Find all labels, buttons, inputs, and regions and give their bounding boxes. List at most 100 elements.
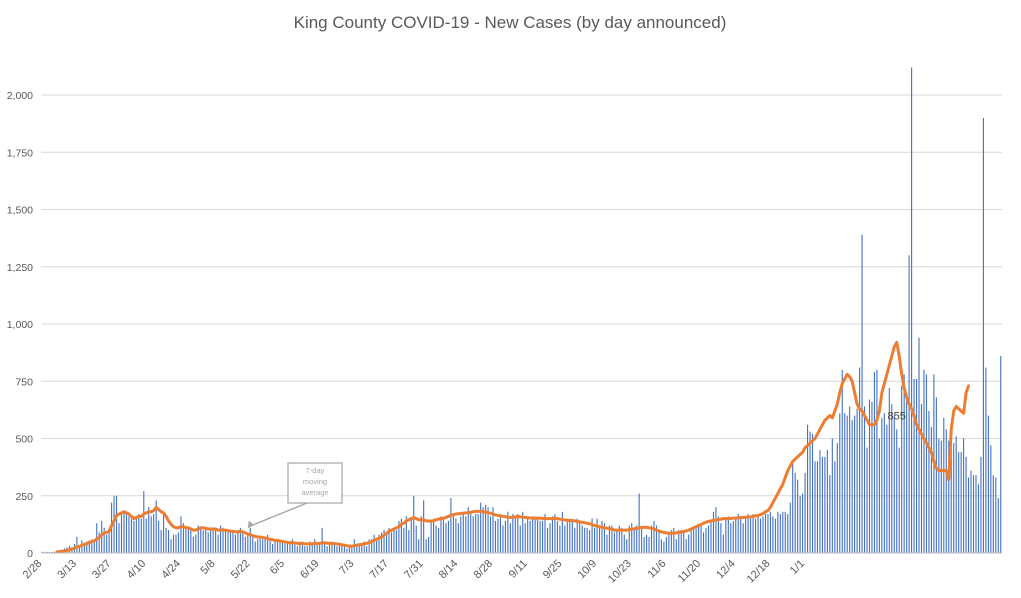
bar — [187, 527, 189, 553]
bar — [759, 518, 762, 553]
y-tick-label: 1,750 — [7, 147, 33, 159]
bar — [950, 433, 952, 553]
bar — [849, 406, 851, 553]
bar — [457, 523, 459, 553]
bar — [920, 404, 923, 553]
bar — [517, 514, 519, 553]
bar — [433, 518, 435, 553]
bar — [797, 479, 799, 553]
bar — [492, 507, 494, 553]
y-tick-label: 2,000 — [7, 90, 33, 102]
bar — [653, 520, 655, 553]
bar — [556, 520, 558, 553]
bar — [673, 527, 675, 553]
bar — [992, 475, 994, 553]
bar — [886, 424, 888, 553]
bar — [378, 534, 380, 553]
annotations: 7-day moving average 855 — [247, 410, 906, 529]
bar — [41, 551, 43, 554]
bar — [606, 534, 608, 553]
bar — [705, 527, 707, 553]
bar — [824, 456, 826, 553]
bar — [707, 525, 710, 553]
gridlines — [41, 94, 1002, 497]
bar — [215, 530, 217, 553]
bar — [133, 520, 135, 553]
bar — [207, 532, 209, 553]
bar — [413, 495, 415, 553]
bar — [363, 541, 365, 553]
bar — [851, 420, 853, 553]
bar — [93, 542, 95, 553]
y-tick-label: 0 — [27, 548, 33, 560]
bar — [115, 495, 118, 553]
bar — [88, 540, 90, 553]
bar — [46, 551, 48, 554]
bar — [779, 514, 781, 553]
bar — [455, 518, 457, 553]
bar — [430, 520, 432, 553]
bar — [224, 530, 227, 553]
bar — [522, 511, 524, 553]
bar — [403, 527, 405, 553]
bar — [140, 518, 142, 553]
bar — [509, 523, 511, 553]
bar — [257, 539, 259, 553]
bar — [247, 534, 249, 553]
bar — [554, 514, 556, 553]
bar — [727, 516, 729, 553]
bar — [175, 534, 177, 553]
bar — [388, 527, 390, 553]
bar — [787, 514, 789, 553]
y-tick-label: 250 — [15, 491, 33, 503]
bar — [690, 527, 692, 553]
bar — [507, 511, 509, 553]
bar — [420, 516, 422, 553]
bar — [680, 530, 682, 553]
bar — [569, 518, 571, 553]
bar — [410, 518, 412, 553]
bar — [940, 440, 942, 553]
bar — [423, 500, 425, 553]
bar — [616, 530, 618, 553]
bar — [861, 234, 863, 553]
bar — [549, 523, 551, 553]
bar — [494, 520, 497, 553]
bar — [348, 546, 350, 553]
bar — [878, 438, 880, 553]
bar — [745, 516, 747, 553]
bar — [665, 536, 667, 553]
bar — [343, 546, 345, 553]
bar — [172, 534, 175, 553]
bar — [829, 475, 831, 553]
bar — [445, 523, 447, 553]
bar — [217, 534, 219, 553]
bar — [210, 530, 212, 553]
bar — [437, 527, 440, 553]
bar — [546, 527, 549, 553]
bar — [750, 516, 752, 553]
bar — [398, 520, 400, 553]
bar — [802, 493, 804, 553]
bar — [502, 525, 504, 553]
bar — [571, 520, 573, 553]
bar — [86, 541, 88, 553]
bar — [390, 532, 393, 553]
bar — [366, 546, 368, 553]
bar — [747, 514, 749, 553]
bar — [702, 532, 705, 553]
bar — [871, 401, 873, 553]
bar — [150, 516, 152, 553]
bar — [980, 456, 982, 553]
bar — [272, 543, 274, 553]
bar — [891, 404, 893, 553]
bar — [239, 527, 241, 553]
bar — [234, 534, 236, 553]
bar — [385, 532, 388, 553]
bar — [148, 507, 150, 553]
bar — [519, 525, 521, 553]
bar — [636, 525, 638, 553]
bar — [643, 536, 645, 553]
bar — [542, 520, 544, 553]
